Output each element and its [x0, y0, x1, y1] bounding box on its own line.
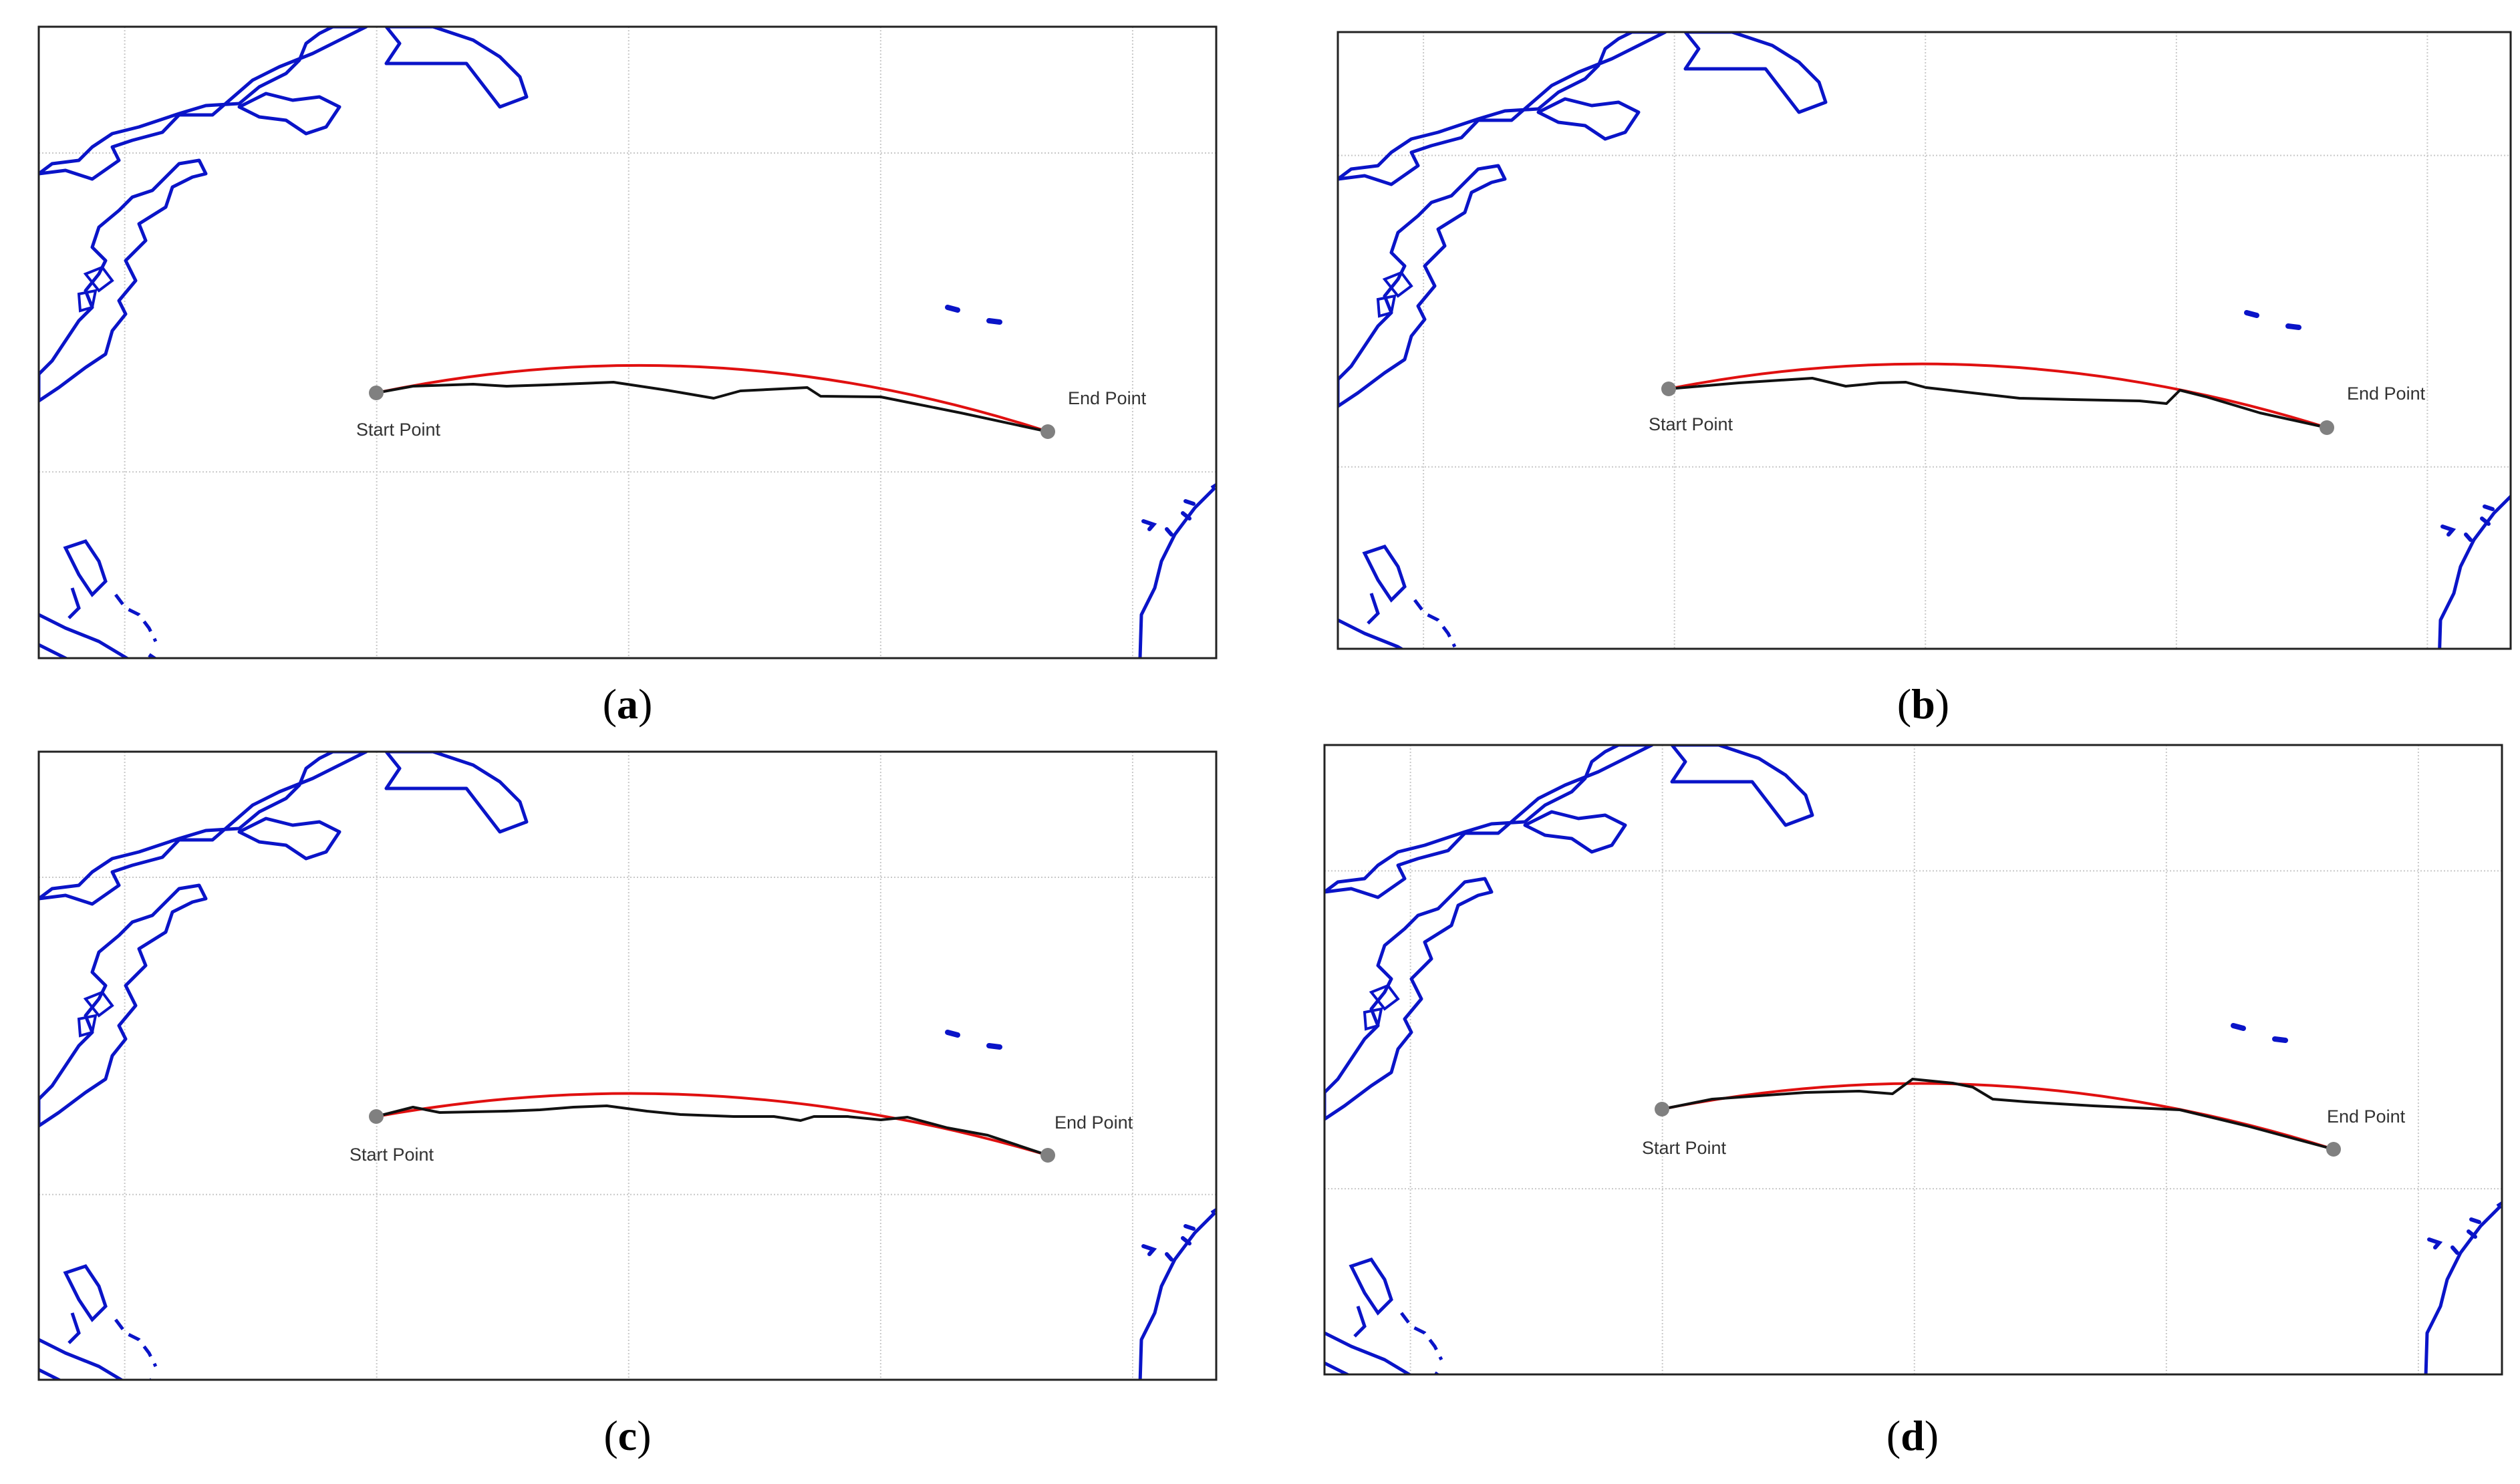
great-circle-route	[376, 363, 1048, 433]
map-panel-d: Start Point End Point (d)	[1323, 744, 2503, 1459]
map-area: Start Point End Point	[1324, 745, 2502, 1374]
end-point-marker	[1040, 1148, 1055, 1163]
end-point-label: End Point	[1068, 388, 1147, 408]
graticule	[1338, 32, 2511, 649]
start-point-marker	[1655, 1102, 1669, 1117]
planned-route	[376, 381, 1048, 433]
panel-caption: (c)	[603, 1412, 651, 1459]
start-point-label: Start Point	[1642, 1138, 1727, 1158]
planned-route	[1668, 377, 2328, 429]
map-frame	[1337, 31, 2512, 650]
map-background	[39, 752, 1216, 1380]
great-circle-route	[1668, 362, 2328, 429]
map-area: Start Point End Point	[39, 752, 1216, 1380]
start-point-label: Start Point	[356, 420, 441, 440]
start-point-marker	[369, 386, 384, 400]
graticule	[39, 27, 1216, 658]
map-panel-a: Start Point End Point (a)	[37, 25, 1218, 728]
map-panel-b: Start Point End Point (b)	[1337, 31, 2512, 728]
panel-caption: (b)	[1897, 680, 1949, 728]
end-point-label: End Point	[2347, 384, 2426, 404]
map-background	[39, 27, 1216, 658]
map-frame	[1323, 744, 2503, 1376]
map-frame	[37, 750, 1218, 1381]
start-point-label: Start Point	[1649, 414, 1733, 434]
planned-route	[1661, 1078, 2334, 1151]
panel-caption: (d)	[1886, 1412, 1939, 1459]
start-point-marker	[1661, 382, 1676, 396]
map-background	[1338, 32, 2511, 649]
great-circle-route	[1661, 1082, 2334, 1151]
panels-layer: Start Point End Point (a) Start Point End Po…	[37, 25, 2512, 1459]
map-panel-c: Start Point End Point (c)	[37, 750, 1218, 1459]
planned-route	[376, 1104, 1048, 1157]
map-area: Start Point End Point	[39, 27, 1216, 658]
panel-caption: (a)	[603, 680, 653, 728]
map-background	[1324, 745, 2502, 1374]
start-point-marker	[369, 1109, 384, 1124]
map-frame	[37, 25, 1218, 659]
end-point-marker	[2320, 420, 2334, 435]
end-point-label: End Point	[1055, 1112, 1133, 1133]
end-point-label: End Point	[2327, 1106, 2406, 1127]
end-point-marker	[1040, 424, 1055, 439]
end-point-marker	[2326, 1142, 2341, 1157]
map-area: Start Point End Point	[1338, 32, 2511, 649]
start-point-label: Start Point	[349, 1145, 434, 1165]
